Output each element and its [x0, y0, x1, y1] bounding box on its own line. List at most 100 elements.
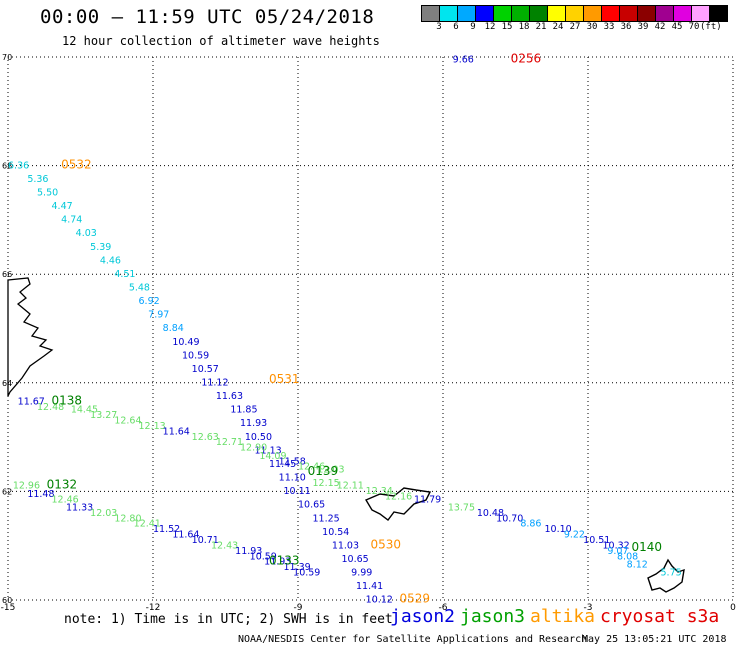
pass-time-label: 0132	[47, 478, 78, 492]
wave-height-value: 8.86	[520, 519, 541, 530]
lon-label: 0	[730, 603, 736, 613]
wave-height-value: 11.33	[66, 502, 93, 513]
wave-height-value: 11.93	[240, 418, 267, 429]
footer-note: note: 1) Time is in UTC; 2) SWH is in fe…	[64, 612, 393, 627]
wave-height-value: 11.10	[279, 473, 306, 484]
legend-swatch-16	[709, 5, 728, 22]
page-subtitle: 12 hour collection of altimeter wave hei…	[62, 34, 380, 48]
wave-height-value: 10.65	[298, 500, 325, 511]
wave-height-value: 11.64	[163, 426, 190, 437]
wave-height-value: 11.79	[414, 494, 441, 505]
wave-height-value: 12.43	[211, 540, 238, 551]
shetland-islands	[647, 558, 685, 593]
wave-height-value: 11.93	[264, 557, 291, 568]
wave-height-value: 9.99	[351, 568, 372, 579]
legend-label: 18	[518, 22, 530, 32]
satellite-name-cryosat-s3a: cryosat s3a	[600, 606, 720, 627]
legend-label: 3	[436, 22, 442, 32]
timestamp: May 25 13:05:21 UTC 2018	[582, 634, 727, 645]
wave-height-value: 6.92	[139, 296, 160, 307]
wave-height-value: 10.48	[477, 508, 504, 519]
lon-label: -12	[146, 603, 161, 613]
satellite-name-jason3: jason3	[460, 606, 526, 627]
satellite-name-altika: altika	[530, 606, 596, 627]
faroe-islands	[364, 487, 432, 521]
legend-label: 33	[603, 22, 615, 32]
wave-height-value: 12.90	[240, 443, 267, 454]
wave-height-value: 12.11	[337, 481, 364, 492]
wave-height-value: 13.27	[90, 410, 117, 421]
wave-height-value: 10.54	[322, 527, 349, 538]
satellite-name-jason2: jason2	[390, 606, 456, 627]
iceland-coast	[7, 277, 54, 397]
pass-time-label: 0139	[308, 464, 339, 478]
wave-height-value: 12.16	[385, 492, 412, 503]
wave-height-value: 11.64	[172, 530, 199, 541]
wave-height-value: 12.48	[37, 402, 64, 413]
wave-height-value: 11.41	[356, 581, 383, 592]
legend-label: 30	[586, 22, 598, 32]
land-outlines	[7, 277, 685, 593]
wave-height-value: 10.49	[172, 337, 199, 348]
legend-label: 42	[654, 22, 666, 32]
wave-height-value: 10.59	[182, 350, 209, 361]
wave-height-value: 7.97	[148, 310, 169, 321]
pass-time-label: 0138	[52, 394, 83, 408]
wave-height-value: 12.63	[192, 432, 219, 443]
wave-height-value: 4.51	[114, 269, 135, 280]
wave-height-value: 12.03	[90, 508, 117, 519]
wave-height-value: 11.67	[18, 397, 45, 408]
wave-height-value: 11.63	[216, 391, 243, 402]
page-title: 00:00 – 11:59 UTC 05/24/2018	[40, 6, 375, 28]
wave-height-value: 10.59	[293, 568, 320, 579]
wave-height-value: 10.50	[245, 432, 272, 443]
wave-height-value: 5.50	[37, 187, 58, 198]
pass-time-label: 0532	[61, 157, 92, 171]
pass-time-label: 0531	[269, 372, 300, 386]
wave-height-value: 10.11	[284, 486, 311, 497]
lat-label: 66	[2, 270, 12, 279]
wave-height-value: 10.51	[583, 535, 610, 546]
wave-height-value: 9.07	[607, 546, 628, 557]
wave-height-value: 12.41	[134, 519, 161, 530]
wave-height-value: 10.71	[192, 535, 219, 546]
pass-time-label: 0530	[371, 537, 402, 551]
lon-label: -15	[1, 603, 16, 613]
wave-height-value: 11.93	[235, 546, 262, 557]
wave-height-value: 12.13	[139, 421, 166, 432]
wave-height-value: 11.52	[153, 524, 180, 535]
wave-height-value: 8.84	[163, 323, 184, 334]
wave-height-value: 14.45	[71, 405, 98, 416]
wave-height-value: 4.47	[52, 201, 73, 212]
wave-height-value: 12.15	[313, 478, 340, 489]
wave-height-value: 12.64	[114, 416, 141, 427]
wave-height-value: 5.36	[27, 174, 48, 185]
lat-label: 62	[2, 487, 12, 496]
lat-label: 60	[2, 596, 12, 605]
axis-labels: 70 68 66 64 62 60-15 -12 -9 -6 -3 0	[1, 53, 736, 613]
legend-label: 39	[637, 22, 649, 32]
wave-height-value: 12.03	[317, 464, 344, 475]
wave-height-value: 11.85	[230, 405, 257, 416]
wave-height-value: 12.46	[298, 462, 325, 473]
wave-height-value: 10.57	[192, 364, 219, 375]
legend-label: 9	[470, 22, 476, 32]
wave-height-value: 10.59	[250, 551, 277, 562]
wave-height-value: 8.08	[617, 551, 638, 562]
lon-label: -3	[584, 603, 593, 613]
wave-height-value: 14.09	[259, 451, 286, 462]
wave-height-value: 4.03	[76, 228, 97, 239]
wave-height-value: 10.70	[496, 513, 523, 524]
wave-height-value: 5.39	[90, 242, 111, 253]
wave-height-value: 9.22	[564, 530, 585, 541]
wave-height-value: 9.66	[453, 54, 474, 65]
lat-label: 64	[2, 379, 12, 388]
wave-height-value: 5.48	[129, 282, 150, 293]
legend-label: (ft)	[700, 22, 722, 32]
wave-height-value: 10.10	[545, 524, 572, 535]
wave-height-value: 8.12	[627, 559, 648, 570]
wave-height-value: 11.48	[27, 489, 54, 500]
wave-height-value: 5.75	[661, 568, 682, 579]
observations: 9.66 0256 6.36 5.36 5.50 4.47 4.74 4.03 5.39 4.46…	[8, 51, 682, 605]
